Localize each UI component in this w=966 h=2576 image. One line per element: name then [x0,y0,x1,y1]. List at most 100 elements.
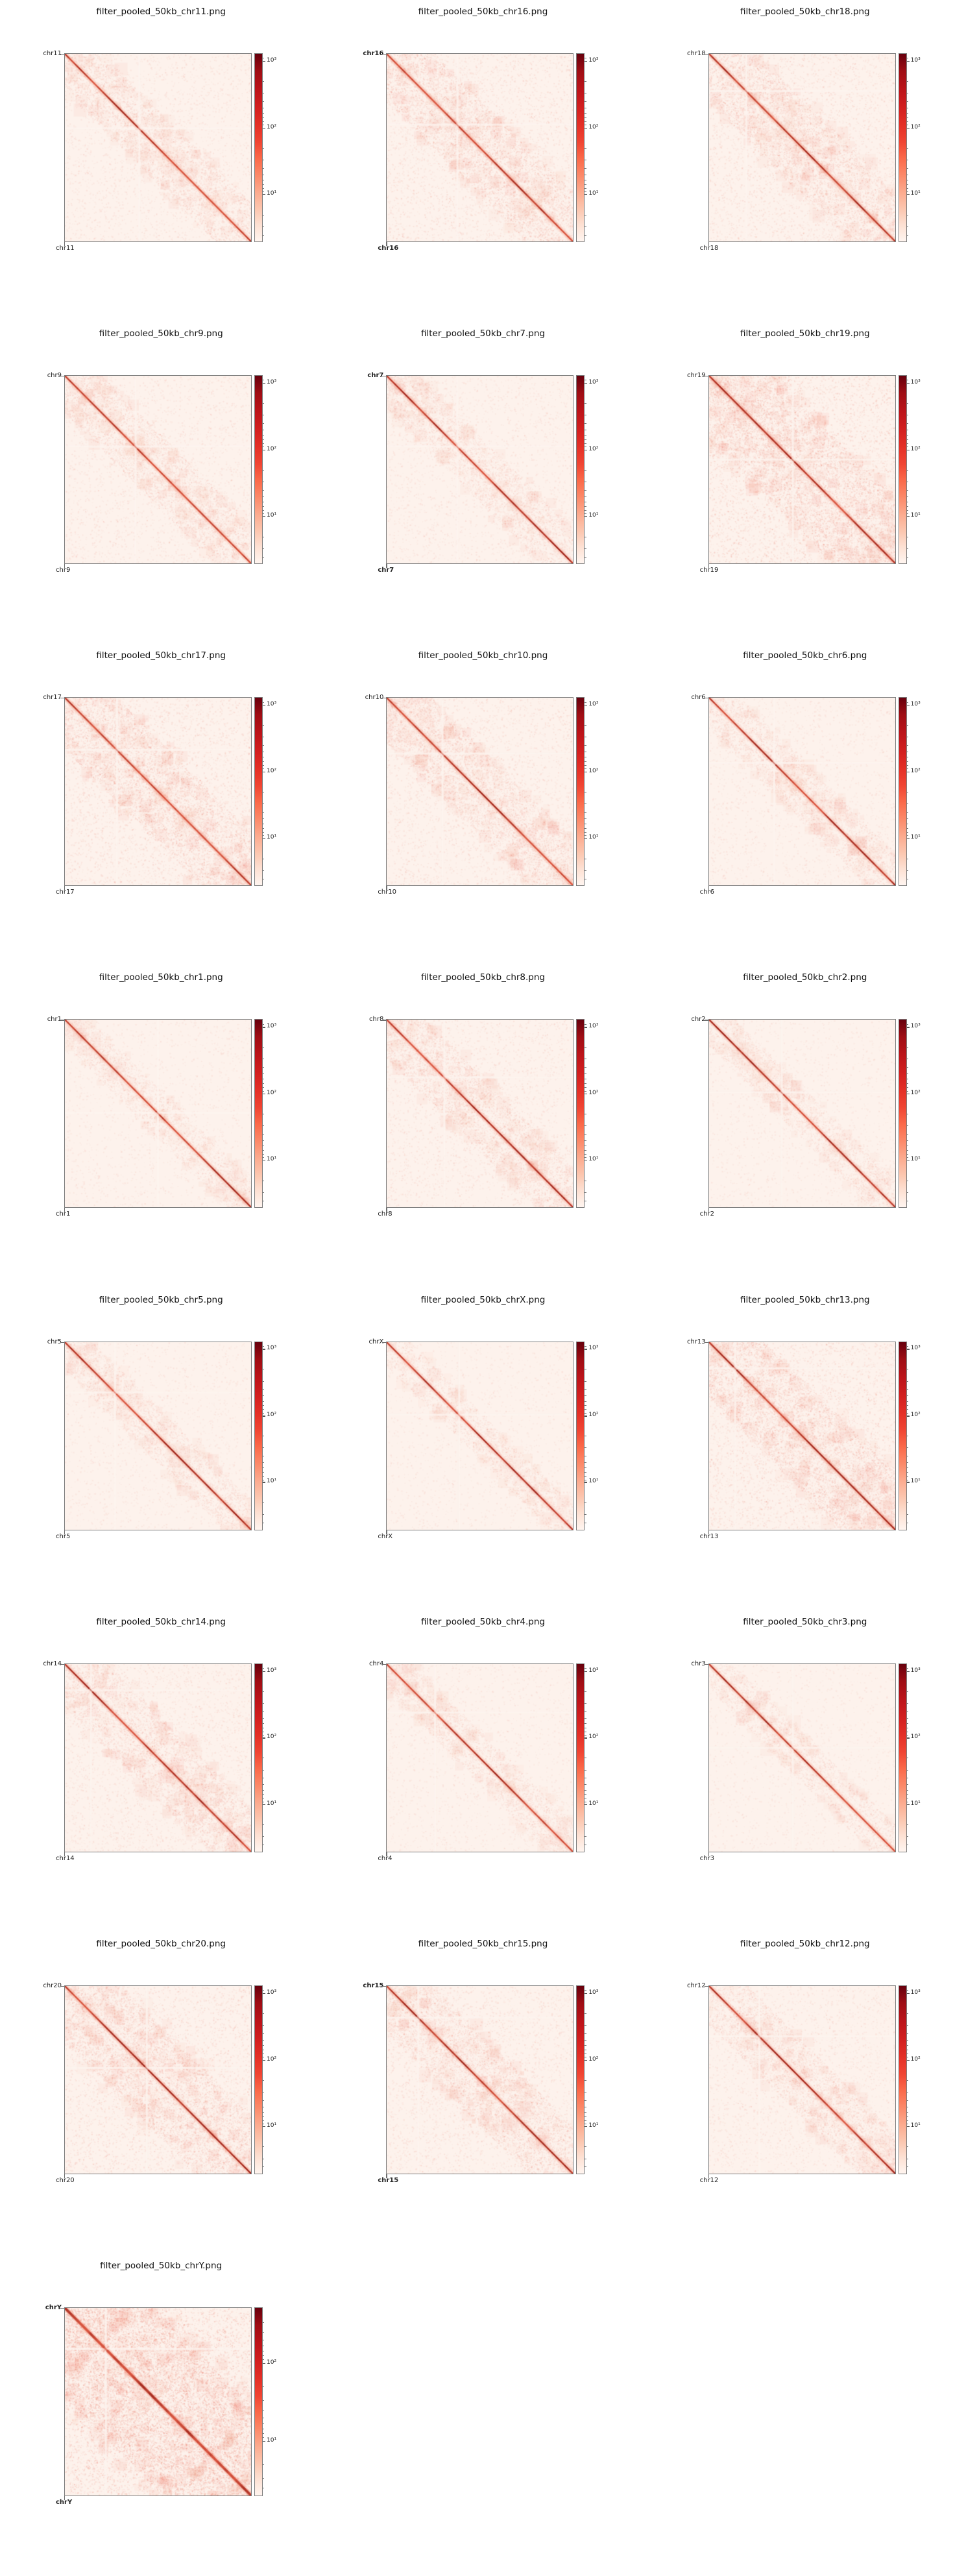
colorbar-minor-tick [585,1824,586,1826]
y-axis-tick [382,54,387,55]
colorbar-minor-tick [263,167,265,169]
colorbar-minor-tick [263,1734,265,1736]
colorbar-minor-tick [585,1412,586,1414]
colorbar-tick-label: 10² [267,123,277,130]
colorbar-major-tick [585,1671,588,1672]
colorbar-major-tick [906,60,910,62]
x-axis-tick [64,1852,66,1856]
colorbar-minor-tick [585,556,586,558]
colorbar-minor-tick [585,2044,586,2046]
heatmap-plot [708,375,896,565]
colorbar-minor-tick [906,113,909,114]
colorbar-minor-tick [263,556,265,558]
colorbar-minor-tick [585,1409,586,1410]
colorbar-minor-tick [263,1125,265,1127]
colorbar-major-tick [585,1804,588,1805]
colorbar-minor-tick [263,1794,265,1795]
colorbar-major-tick [585,1993,588,1994]
colorbar-tick-label: 10¹ [267,512,277,519]
colorbar-minor-tick [585,1467,586,1469]
panel-title: filter_pooled_50kb_chr5.png [99,1294,223,1305]
colorbar-tick-label: 10² [267,768,277,775]
y-axis-label: chr13 [686,1338,706,1345]
colorbar-minor-tick [585,147,586,149]
colorbar-minor-tick [263,2433,265,2435]
y-axis-label: chr11 [43,50,62,57]
colorbar-tick-label: 10² [588,1412,599,1419]
colorbar-minor-tick [263,80,265,82]
colorbar-tick-label: 10¹ [588,190,599,197]
colorbar [254,375,263,565]
colorbar-minor-tick [906,556,909,558]
colorbar-minor-tick [906,803,909,805]
colorbar-minor-tick [263,403,265,404]
colorbar-minor-tick [263,1447,265,1449]
heatmap-panel-chr13: filter_pooled_50kb_chr13.png chr13 chr13… [644,1288,966,1610]
colorbar-minor-tick [906,1472,909,1473]
colorbar-tick-label: 10¹ [588,1800,599,1807]
colorbar-minor-tick [585,803,586,805]
colorbar-minor-tick [263,765,265,767]
colorbar-minor-tick [906,1154,909,1155]
colorbar-minor-tick [263,1702,265,1704]
colorbar-minor-tick [585,2116,586,2117]
colorbar-minor-tick [263,2146,265,2148]
colorbar-minor-tick [585,1047,586,1048]
colorbar-minor-tick [263,1476,265,1477]
colorbar-minor-tick [263,443,265,445]
y-axis-label: chr5 [47,1338,62,1345]
colorbar-minor-tick [906,439,909,441]
colorbar-minor-tick [263,113,265,114]
heatmap-panel-chr16: filter_pooled_50kb_chr16.png chr16 chr16… [322,0,644,322]
colorbar-minor-tick [585,1789,586,1791]
heatmap-image [387,54,574,241]
colorbar [254,697,263,887]
colorbar-minor-tick [585,191,586,193]
colorbar-major-tick [585,193,588,195]
colorbar-tick-label: 10¹ [910,1156,921,1163]
colorbar-minor-tick [263,2386,265,2387]
x-axis-label: chr19 [699,567,719,574]
colorbar-minor-tick [263,1667,265,1669]
heatmap-plot [708,1019,896,1208]
colorbar [898,1341,907,1530]
colorbar-tick-label: 10² [588,445,599,452]
colorbar-minor-tick [263,803,265,805]
colorbar-minor-tick [906,725,909,726]
colorbar-minor-tick [263,2033,265,2034]
colorbar-minor-tick [906,2166,909,2168]
panel-title: filter_pooled_50kb_chr6.png [743,650,867,661]
x-axis-label: chr18 [699,245,719,252]
colorbar-major-tick [906,838,910,839]
colorbar-minor-tick [585,818,586,820]
colorbar-minor-tick [263,725,265,726]
colorbar-minor-tick [906,1514,909,1515]
colorbar-minor-tick [585,1087,586,1088]
y-axis-label: chr14 [43,1660,62,1667]
panel-title: filter_pooled_50kb_chr11.png [96,6,226,17]
y-axis-label: chrX [368,1338,384,1345]
heatmap-image [65,2307,251,2496]
heatmap-plot [64,1985,252,2174]
colorbar-minor-tick [585,1389,586,1390]
colorbar-minor-tick [585,121,586,122]
colorbar-minor-tick [263,439,265,441]
heatmap-panel-chr2: filter_pooled_50kb_chr2.png chr2 chr2 10… [644,966,966,1288]
colorbar-minor-tick [906,121,909,122]
colorbar-minor-tick [585,1667,586,1669]
x-axis-tick [386,1530,387,1534]
colorbar-minor-tick [906,1784,909,1785]
colorbar-minor-tick [906,1734,909,1736]
colorbar-minor-tick [906,818,909,820]
colorbar-minor-tick [263,1395,265,1397]
x-axis-tick [708,1530,709,1534]
panel-title: filter_pooled_50kb_chr12.png [740,1938,870,1949]
heatmap-image [65,1342,251,1530]
colorbar-minor-tick [906,1380,909,1382]
colorbar-minor-tick [585,835,586,837]
colorbar-minor-tick [585,1447,586,1449]
panel-title: filter_pooled_50kb_chr9.png [99,328,223,339]
colorbar-minor-tick [906,548,909,549]
colorbar-tick-label: 10³ [588,1345,599,1352]
x-axis-label: chr17 [56,889,75,896]
